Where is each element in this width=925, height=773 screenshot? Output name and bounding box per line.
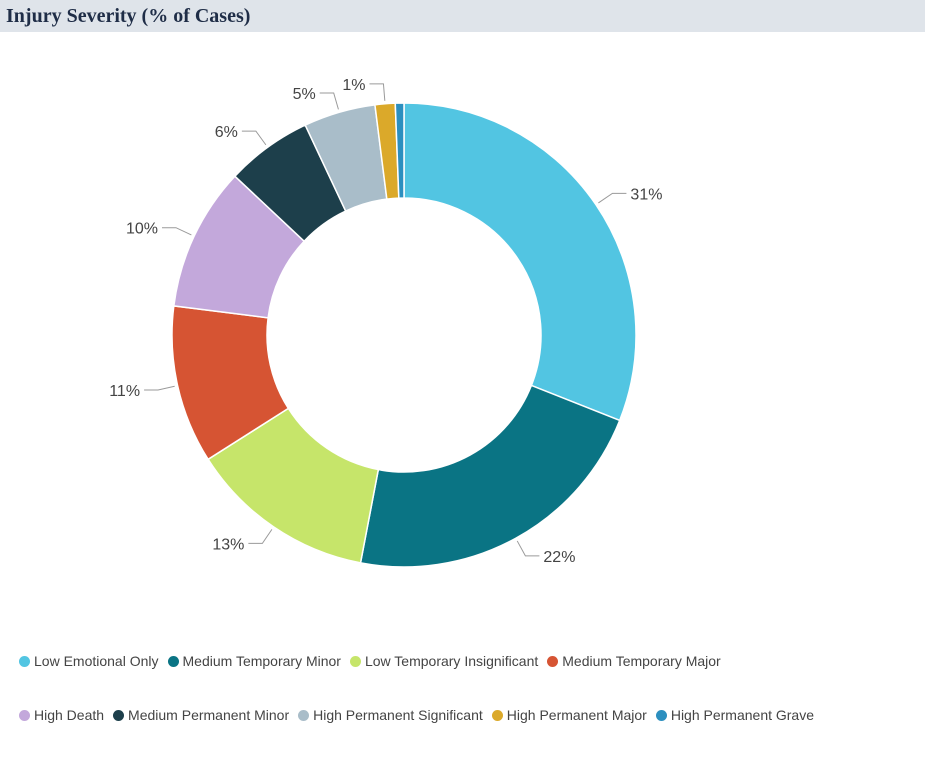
legend-label: Medium Temporary Major [562, 653, 721, 669]
legend-label: Low Emotional Only [34, 653, 159, 669]
slice-high-permanent-grave[interactable] [394, 102, 405, 199]
chart-title-bar: Injury Severity (% of Cases) [0, 0, 925, 32]
legend-label: High Death [34, 707, 105, 723]
legend-marker-icon [547, 655, 559, 667]
legend-label: Medium Permanent Minor [128, 707, 290, 723]
data-label: 6% [215, 124, 238, 141]
legend-label: Medium Temporary Minor [182, 653, 341, 669]
legend-row: High Death Medium Permanent Minor High Per… [14, 707, 818, 724]
leader-line [161, 227, 192, 236]
legend-row: Low Emotional Only Medium Temporary Minor… [14, 653, 725, 670]
legend-item[interactable]: High Permanent Significant [293, 707, 483, 723]
legend-item[interactable]: High Permanent Major [487, 707, 647, 723]
leader-line [516, 540, 540, 557]
data-label: 31% [630, 186, 662, 203]
data-label: 1% [342, 77, 365, 94]
data-label: 13% [212, 536, 244, 553]
leader-line [241, 130, 267, 146]
legend-marker-icon [491, 709, 503, 721]
leader-line [144, 385, 175, 391]
legend-item[interactable]: Medium Permanent Minor [108, 707, 289, 723]
legend-item[interactable]: High Death [14, 707, 104, 723]
leader-line [598, 192, 627, 204]
data-label: 11% [109, 383, 140, 400]
legend-label: High Permanent Significant [313, 707, 483, 723]
legend-marker-icon [349, 655, 361, 667]
legend-item[interactable]: Medium Temporary Minor [163, 653, 341, 669]
legend-marker-icon [655, 709, 667, 721]
legend-marker-icon [298, 709, 310, 721]
leader-line [248, 529, 273, 544]
slice-low-emotional-only[interactable] [403, 102, 637, 422]
chart-title: Injury Severity (% of Cases) [6, 5, 251, 27]
donut-chart: 31% 22% 13% 11% 10% 6% 5% 1% [109, 77, 662, 568]
legend-item[interactable]: High Permanent Grave [651, 707, 814, 723]
legend-item[interactable]: Low Emotional Only [14, 653, 159, 669]
legend-item[interactable]: Low Temporary Insignificant [345, 653, 538, 669]
legend-label: Low Temporary Insignificant [364, 653, 539, 669]
legend-label: High Permanent Major [506, 707, 647, 723]
legend-marker-icon [167, 655, 179, 667]
leader-line [319, 92, 339, 110]
legend-marker-icon [19, 709, 30, 721]
data-label: 22% [543, 549, 575, 566]
slice-medium-temporary-minor[interactable] [359, 384, 621, 568]
leader-line [369, 83, 386, 101]
legend-label: High Permanent Grave [670, 707, 815, 723]
data-label: 5% [293, 86, 316, 103]
legend-item[interactable]: Medium Temporary Major [542, 653, 721, 669]
legend-marker-icon [113, 709, 125, 721]
legend-marker-icon [19, 655, 30, 667]
data-label: 10% [126, 221, 158, 238]
